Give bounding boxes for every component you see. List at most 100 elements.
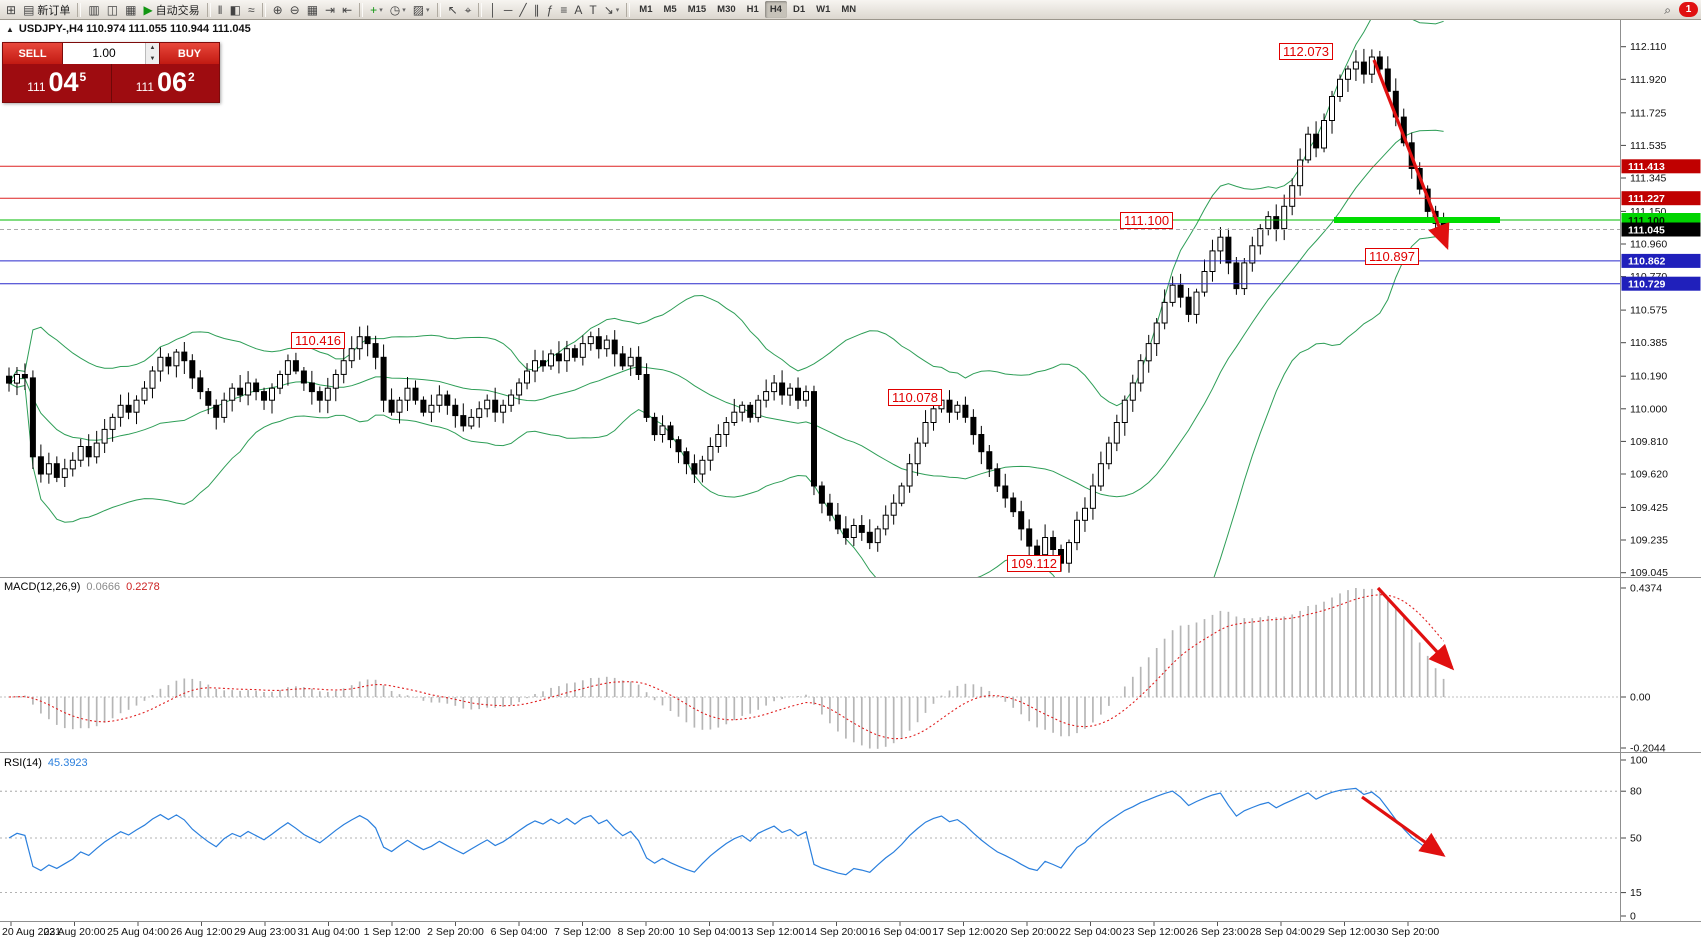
bid-pip-digit: 5	[79, 70, 87, 84]
trend-up-marker-icon: ▲	[6, 24, 14, 34]
price-annotation[interactable]: 112.073	[1279, 43, 1334, 60]
new-order-button-label: 新订单	[37, 4, 71, 17]
trendline-icon[interactable]: ╱	[516, 1, 529, 18]
toolbar-separator	[359, 2, 364, 17]
navigator-icon[interactable]: ▦	[122, 1, 139, 18]
arrow-tools-icon[interactable]: ↘ ▾	[601, 1, 623, 18]
line-chart-icon[interactable]: ≈	[245, 1, 258, 18]
data-window-icon[interactable]: ◫	[104, 1, 121, 18]
templates-icon[interactable]: ▨ ▾	[410, 1, 433, 18]
timeframe-mn-label: MN	[841, 4, 857, 15]
chevron-down-icon[interactable]: ▾	[402, 6, 406, 14]
volume-stepper[interactable]: ▲ ▼	[145, 43, 159, 64]
search-icon[interactable]: ⌕	[1661, 1, 1674, 18]
price-annotation[interactable]: 111.100	[1120, 212, 1174, 229]
price-annotation[interactable]: 110.897	[1365, 248, 1420, 265]
timeframe-h1[interactable]: H1	[742, 1, 764, 18]
chevron-down-icon[interactable]: ▾	[379, 6, 383, 14]
zoom-out-glyph-icon: ⊖	[289, 2, 300, 17]
ask-pip-digit: 2	[188, 70, 195, 84]
fibonacci-glyph-icon: ƒ	[546, 2, 554, 17]
new-order-glyph-icon: ▤	[23, 2, 35, 17]
chart-shift-icon[interactable]: ⇤	[339, 1, 355, 18]
timeframe-w1[interactable]: W1	[811, 1, 835, 18]
horizontal-line-icon[interactable]: ─	[501, 1, 516, 18]
vertical-line-glyph-icon: │	[489, 2, 497, 17]
market-watch-icon[interactable]: ▥	[85, 1, 102, 18]
timeframe-m15[interactable]: M15	[683, 1, 711, 18]
chevron-down-icon[interactable]: ▾	[426, 6, 430, 14]
zoom-out-icon[interactable]: ⊖	[287, 1, 303, 18]
symbol-info: ▲ USDJPY-,H4 110.974 111.055 110.944 111…	[6, 23, 251, 35]
timeframe-m5-label: M5	[663, 4, 677, 15]
one-click-trading-panel: SELL 1.00 ▲ ▼ BUY 111 04 5 111 06 2	[2, 42, 220, 103]
timeframe-m30-label: M30	[717, 4, 736, 15]
rsi-indicator-label: RSI(14) 45.3923	[4, 757, 88, 769]
stepper-down-icon[interactable]: ▼	[146, 53, 159, 64]
timeframe-m5[interactable]: M5	[658, 1, 681, 18]
sell-button[interactable]: SELL	[3, 43, 62, 64]
new-order-button[interactable]: ▤ 新订单	[20, 1, 73, 18]
toolbar-separator	[478, 2, 483, 17]
bid-price[interactable]: 111 04 5	[3, 64, 112, 102]
new-chart-icon[interactable]: ⊞	[3, 1, 19, 18]
ask-price[interactable]: 111 06 2	[112, 64, 220, 102]
crosshair-icon[interactable]: ⌖	[462, 1, 475, 18]
arrow-tools-glyph-icon: ↘	[603, 2, 614, 17]
macd-panel[interactable]	[0, 578, 1620, 752]
cycle-lines-glyph-icon: ≡	[560, 2, 568, 17]
notification-badge[interactable]: 1	[1679, 2, 1698, 17]
price-scale-area[interactable]	[1621, 20, 1701, 921]
rsi-panel[interactable]	[0, 753, 1620, 921]
navigator-glyph-icon: ▦	[125, 2, 137, 17]
autotrading-button-label: 自动交易	[155, 4, 200, 17]
price-annotation[interactable]: 109.112	[1007, 555, 1062, 572]
candlestick-chart-glyph-icon: ◧	[229, 2, 241, 17]
cycle-lines-icon[interactable]: ≡	[557, 1, 570, 18]
timeframe-h4[interactable]: H4	[764, 1, 787, 18]
crosshair-glyph-icon: ⌖	[464, 2, 472, 17]
vertical-line-icon[interactable]: │	[486, 1, 500, 18]
tile-windows-icon[interactable]: ▦	[304, 1, 321, 18]
symbol-ohlc-text: USDJPY-,H4 110.974 111.055 110.944 111.0…	[18, 23, 251, 35]
timeframe-m1[interactable]: M1	[634, 1, 657, 18]
rsi-name: RSI(14)	[4, 757, 42, 769]
timeframe-mn[interactable]: MN	[836, 1, 861, 18]
rsi-value: 45.3923	[47, 757, 88, 769]
line-chart-glyph-icon: ≈	[247, 2, 255, 17]
volume-value[interactable]: 1.00	[92, 46, 116, 60]
timeframe-m30[interactable]: M30	[712, 1, 740, 18]
text-icon[interactable]: T	[586, 1, 599, 18]
macd-value-2: 0.2278	[126, 581, 160, 593]
zoom-in-icon[interactable]: ⊕	[270, 1, 286, 18]
bid-prefix: 111	[27, 80, 46, 94]
autotrading-button[interactable]: ▶ 自动交易	[140, 1, 202, 18]
volume-input[interactable]: 1.00 ▲ ▼	[62, 43, 160, 64]
auto-scroll-icon[interactable]: ⇥	[322, 1, 338, 18]
toolbar-separator	[261, 2, 266, 17]
time-scale-area[interactable]	[0, 922, 1620, 941]
buy-button[interactable]: BUY	[160, 43, 219, 64]
periods-glyph-icon: ◷	[389, 2, 401, 17]
timeframe-m15-label: M15	[687, 4, 707, 15]
fibonacci-icon[interactable]: ƒ	[544, 1, 557, 18]
price-annotation[interactable]: 110.416	[291, 332, 346, 349]
indicators-icon[interactable]: + ▾	[367, 1, 386, 18]
templates-glyph-icon: ▨	[412, 2, 425, 17]
main-chart-plot[interactable]	[0, 20, 1620, 577]
periods-icon[interactable]: ◷ ▾	[387, 1, 409, 18]
ask-prefix: 111	[135, 80, 154, 94]
text-label-icon[interactable]: A	[571, 1, 585, 18]
cursor-icon[interactable]: ↖	[445, 1, 461, 18]
bars-chart-icon[interactable]: ‖	[215, 1, 226, 18]
stepper-up-icon[interactable]: ▲	[146, 43, 159, 54]
equidistant-channel-glyph-icon: ∥	[533, 2, 540, 17]
bid-main-digits: 04	[48, 67, 79, 97]
equidistant-channel-icon[interactable]: ∥	[531, 1, 543, 18]
price-annotation[interactable]: 110.078	[888, 389, 943, 406]
candlestick-chart-icon[interactable]: ◧	[227, 1, 244, 18]
search-glyph-icon: ⌕	[1664, 2, 1671, 17]
timeframe-d1[interactable]: D1	[788, 1, 810, 18]
chevron-down-icon[interactable]: ▾	[615, 6, 620, 14]
toolbar: ⊞ ▤ 新订单 ▥ ◫ ▦ ▶ 自动交易 ‖ ◧ ≈ ⊕ ⊖ ▦ ⇥ ⇤ + ▾ ◷ ▾ ▨ ▾ ↖ ⌖ │ ─ ╱ ∥ ƒ ≡ A T ↘ ▾ M…	[0, 0, 1701, 20]
